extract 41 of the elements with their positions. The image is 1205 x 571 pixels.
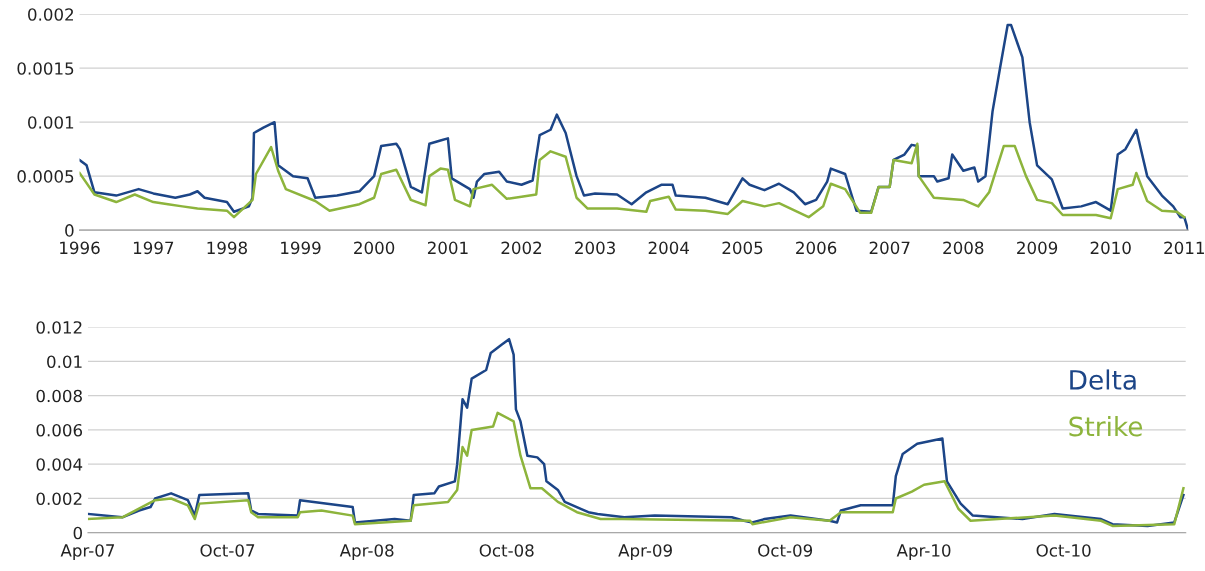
y-tick-label: 0.002 <box>36 492 82 506</box>
y-tick-label: 0.004 <box>36 458 83 471</box>
line-series <box>87 411 1185 528</box>
x-tick-label: Oct-07 <box>200 544 255 557</box>
x-tick-label: 2002 <box>501 241 542 255</box>
x-tick-label: Apr-08 <box>339 544 394 560</box>
x-tick-label: 2005 <box>722 241 763 255</box>
x-tick-label: Apr-10 <box>896 544 951 560</box>
y-tick-label: 0.012 <box>36 321 82 334</box>
x-tick-label: Oct-08 <box>479 544 534 557</box>
y-tick-label: 0.002 <box>28 8 73 21</box>
x-tick-label: 1999 <box>281 241 321 255</box>
y-tick-label: 0.01 <box>47 355 82 369</box>
line-series <box>79 142 1186 220</box>
x-tick-label: 1998 <box>207 241 247 255</box>
x-tick-label: 2008 <box>943 241 984 255</box>
y-tick-label: 0.001 <box>28 116 74 129</box>
y-tick-label: 0.0015 <box>17 62 74 75</box>
x-tick-label: Oct-10 <box>1036 544 1091 557</box>
x-tick-label: 2011 <box>1164 241 1204 255</box>
x-tick-label: 1997 <box>133 241 174 255</box>
x-tick-label: Apr-09 <box>618 544 672 560</box>
x-tick-label: 2009 <box>1017 241 1058 255</box>
y-tick-label: 0 <box>65 224 74 237</box>
x-tick-label: 2007 <box>869 241 910 255</box>
text: Delta <box>1070 369 1136 390</box>
line-series <box>79 23 1189 231</box>
y-tick-label: 0.0005 <box>17 170 74 183</box>
x-tick-label: 2000 <box>354 241 395 255</box>
text: Strike <box>1069 416 1143 437</box>
x-tick-label: 2004 <box>648 241 689 255</box>
x-tick-label: 1996 <box>60 241 100 255</box>
x-tick-label: Oct-09 <box>758 544 813 557</box>
y-tick-label: 0.008 <box>36 389 82 403</box>
x-tick-label: 2003 <box>575 241 615 255</box>
x-tick-label: 2006 <box>796 241 837 255</box>
x-tick-label: 2010 <box>1090 241 1131 255</box>
y-tick-label: 0.006 <box>36 423 83 437</box>
y-tick-label: 0 <box>73 526 82 540</box>
x-tick-label: Apr-07 <box>60 544 115 560</box>
x-tick-label: 2001 <box>427 241 468 255</box>
